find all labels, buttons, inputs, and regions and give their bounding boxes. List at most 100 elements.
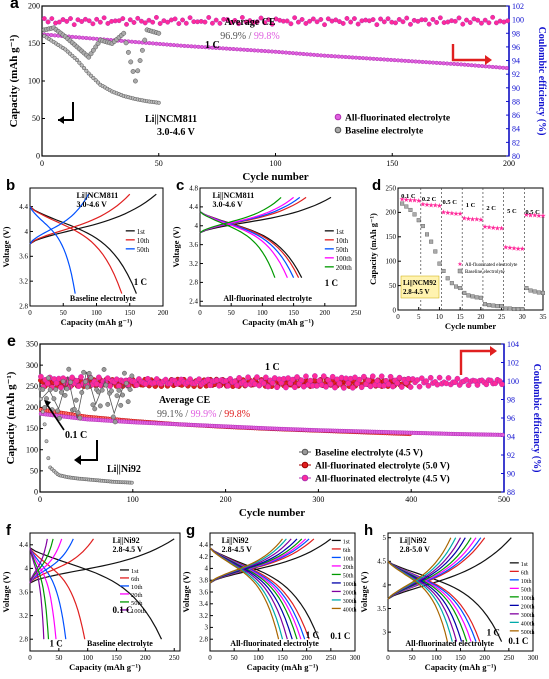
ce-marker-fluorinated bbox=[288, 21, 294, 27]
legend-label: 6th bbox=[343, 548, 351, 554]
ce-marker-fluorinated-4p5v bbox=[254, 374, 260, 380]
y2-tick-label: 100 bbox=[507, 377, 519, 386]
capacity-marker-fluorinated bbox=[452, 61, 457, 67]
ce-marker-baseline bbox=[130, 69, 136, 74]
capacity-marker-fluorinated bbox=[406, 59, 411, 64]
capacity-marker-baseline bbox=[38, 397, 43, 401]
ce-marker-fluorinated-4p5v bbox=[352, 374, 358, 381]
baseline-marker bbox=[425, 232, 430, 237]
ce-marker-fluorinated-4p5v bbox=[225, 382, 231, 389]
voltage-window-label: 2.8-4.5 V bbox=[403, 288, 430, 296]
fluorinated-marker: ★ bbox=[482, 223, 488, 231]
ce-marker-baseline bbox=[66, 366, 72, 372]
baseline-marker bbox=[433, 249, 438, 254]
ce-marker-baseline bbox=[121, 370, 127, 376]
cell-label: Li||Ni92 bbox=[400, 536, 427, 545]
ce-marker-baseline bbox=[51, 396, 57, 402]
panel-e: 0 100 200 300 400 500 0 50 100 150 200 250 300 350 Cyc… bbox=[5, 333, 542, 519]
ce-marker-fluorinated bbox=[232, 17, 238, 23]
y2-tick-label: 104 bbox=[507, 340, 519, 349]
ce-marker-fluorinated bbox=[456, 15, 462, 21]
ce-marker-fluorinated bbox=[157, 21, 163, 26]
capacity-marker-fluorinated bbox=[473, 63, 478, 68]
ce-marker-fluorinated bbox=[131, 20, 137, 25]
legend-label: 100th bbox=[336, 255, 352, 263]
discharge-curve bbox=[199, 211, 276, 278]
capacity-marker-fluorinated bbox=[234, 47, 240, 52]
ce-marker-fluorinated bbox=[478, 20, 484, 26]
y2-tick-label: 84 bbox=[512, 125, 520, 134]
fluorinated-marker: ★ bbox=[420, 201, 426, 209]
baseline-marker bbox=[495, 304, 500, 309]
ce-marker-baseline bbox=[137, 58, 143, 63]
capacity-marker-fluorinated bbox=[178, 43, 183, 48]
ce-marker-fluorinated bbox=[400, 19, 406, 25]
ce-marker-fluorinated-4p5v bbox=[398, 384, 405, 390]
legend-label: 300th bbox=[343, 599, 357, 605]
ce-marker-fluorinated-4p5v bbox=[336, 380, 343, 387]
ce-marker-fluorinated-4p5v bbox=[196, 376, 202, 383]
capacity-marker-fluorinated bbox=[164, 42, 169, 47]
ce-marker-fluorinated-4p5v bbox=[312, 373, 318, 379]
capacity-marker-fluorinated bbox=[385, 57, 390, 62]
legend-label: 200th bbox=[336, 264, 352, 272]
cell-label: Li||NCM92 bbox=[403, 279, 437, 287]
capacity-marker-fluorinated bbox=[255, 48, 261, 53]
ce-value: / bbox=[183, 409, 191, 420]
legend-label: 300th bbox=[521, 613, 535, 619]
ce-marker-baseline bbox=[142, 37, 148, 43]
y-tick-label: 3.5 bbox=[377, 605, 386, 613]
electrolyte-label: Baseline electrolyte bbox=[87, 639, 153, 648]
legend-label: Baseline electrolyte bbox=[465, 270, 505, 275]
capacity-marker-fluorinated bbox=[466, 62, 471, 68]
x-tick-label: 0 bbox=[40, 159, 44, 168]
y-axis-label: Voltage (V) bbox=[1, 226, 11, 267]
x-tick-label: 100 bbox=[127, 495, 139, 504]
capacity-marker-fluorinated bbox=[248, 48, 254, 53]
ce-marker-fluorinated-4p5v bbox=[307, 377, 314, 384]
ce-marker-baseline bbox=[40, 386, 46, 392]
panel-f: 0 50 100 150 200 250 2.8 3.2 3.6 4 4.4 Capacity (mA… bbox=[1, 522, 181, 672]
legend-label: 50th bbox=[521, 587, 532, 593]
rate-label: 0.1 C bbox=[401, 193, 416, 200]
ce-marker-fluorinated bbox=[68, 16, 73, 22]
panel-letter: b bbox=[6, 177, 15, 194]
plot-frame bbox=[199, 187, 357, 307]
capacity-marker-fluorinated bbox=[410, 59, 415, 64]
ce-marker-baseline bbox=[114, 393, 120, 399]
x-tick-label: 35 bbox=[540, 313, 548, 321]
y-tick-label: 3.8 bbox=[199, 577, 208, 585]
ce-marker-fluorinated-4p5v bbox=[345, 380, 352, 387]
x-tick-label: 200 bbox=[301, 654, 312, 662]
capacity-marker-fluorinated bbox=[119, 38, 124, 43]
ce-title: Average CE bbox=[224, 17, 276, 28]
fluorinated-marker: ★ bbox=[474, 216, 480, 224]
x-tick-label: 10 bbox=[436, 313, 444, 321]
capacity-marker-fluorinated bbox=[332, 54, 338, 59]
ce-marker-baseline bbox=[132, 78, 138, 84]
ce-marker-fluorinated bbox=[351, 16, 357, 22]
ce-marker-fluorinated-4p5v bbox=[427, 374, 434, 381]
y-axis-label: Voltage (V) bbox=[359, 571, 369, 612]
ce-marker-baseline bbox=[112, 419, 118, 425]
voltage-window-label: 2.8-5.0 V bbox=[400, 545, 431, 554]
capacity-marker-fluorinated bbox=[413, 59, 418, 64]
y-tick-label: 3.2 bbox=[199, 612, 208, 620]
fluorinated-marker: ★ bbox=[494, 225, 500, 233]
rate-label: 0.5 C bbox=[443, 199, 458, 206]
ce-marker-baseline bbox=[93, 44, 99, 50]
capacity-marker-fluorinated bbox=[490, 64, 495, 69]
cell-label: Li||Ni92 bbox=[107, 464, 141, 475]
ce-marker-baseline bbox=[120, 392, 126, 398]
ce-marker-fluorinated-4p5v bbox=[78, 374, 84, 380]
fluorinated-marker: ★ bbox=[540, 212, 546, 220]
baseline-marker bbox=[516, 307, 521, 312]
capacity-marker-fluorinated bbox=[133, 39, 138, 45]
capacity-marker-fluorinated bbox=[185, 44, 190, 49]
y-tick-label: 3 bbox=[383, 628, 387, 636]
ce-marker-fluorinated bbox=[490, 14, 496, 20]
capacity-marker-fluorinated-4p5v bbox=[500, 432, 505, 438]
ce-marker-fluorinated-4p5v bbox=[329, 373, 336, 380]
x-tick-label: 300 bbox=[528, 654, 539, 662]
ce-marker-fluorinated-4p5v bbox=[327, 381, 334, 387]
